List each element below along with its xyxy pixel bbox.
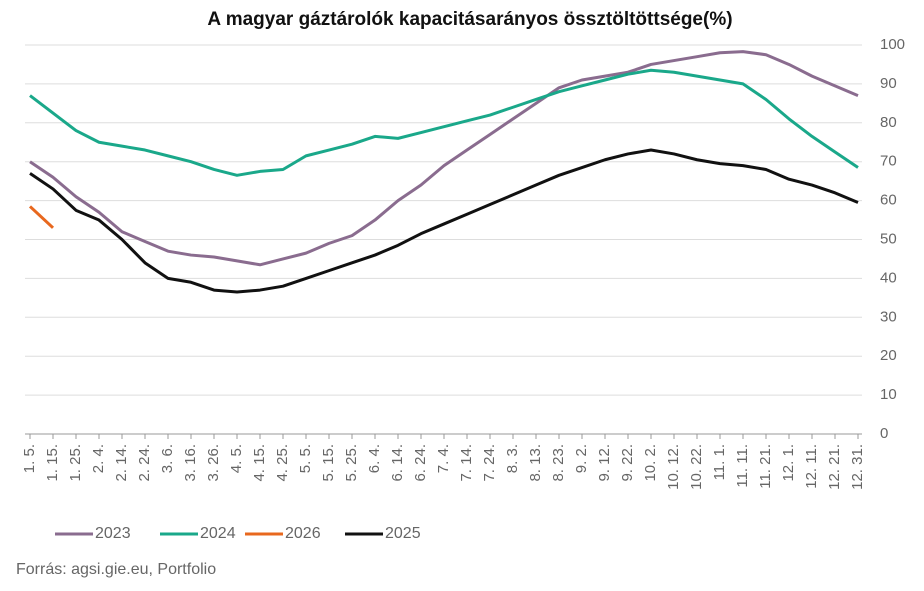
x-tick-label: 4. 15. xyxy=(251,444,268,482)
y-tick-label: 60 xyxy=(880,192,897,209)
x-tick-label: 10. 12. xyxy=(665,444,682,490)
x-tick-label: 8. 23. xyxy=(550,444,567,482)
series-line xyxy=(29,50,859,267)
x-tick-label: 8. 3. xyxy=(504,444,521,473)
x-tick-label: 11. 1. xyxy=(711,444,728,480)
x-tick-label: 2. 4. xyxy=(90,444,107,473)
x-tick-label: 2. 14. xyxy=(113,444,130,482)
x-tick-label: 7. 24. xyxy=(481,444,498,482)
y-tick-label: 0 xyxy=(880,425,888,442)
x-tick-label: 12. 21. xyxy=(826,444,843,490)
x-tick-label: 5. 15. xyxy=(320,444,337,482)
x-tick-label: 3. 16. xyxy=(182,444,199,482)
y-tick-label: 20 xyxy=(880,347,897,364)
x-tick-label: 6. 4. xyxy=(366,444,383,473)
y-tick-label: 10 xyxy=(880,386,897,403)
source: Forrás: agsi.gie.eu, Portfolio xyxy=(16,561,216,578)
y-tick-label: 30 xyxy=(880,308,897,325)
x-tick-label: 2. 24. xyxy=(136,444,153,482)
legend-label: 2024 xyxy=(200,525,236,542)
x-tick-label: 10. 2. xyxy=(642,444,659,482)
x-tick-label: 5. 5. xyxy=(297,444,314,473)
legend-label: 2026 xyxy=(285,525,321,542)
x-tick-label: 9. 12. xyxy=(596,444,613,482)
x-tick-label: 1. 25. xyxy=(67,444,84,482)
x-tick-label: 10. 22. xyxy=(688,444,705,490)
x-tick-label: 7. 14. xyxy=(458,444,475,482)
y-tick-label: 40 xyxy=(880,269,897,286)
x-tick-label: 5. 25. xyxy=(343,444,360,482)
x-tick-label: 12. 31. xyxy=(849,444,866,490)
x-tick-label: 9. 2. xyxy=(573,444,590,473)
y-tick-label: 100 xyxy=(880,36,905,53)
x-tick-label: 6. 24. xyxy=(412,444,429,482)
x-tick-label: 8. 13. xyxy=(527,444,544,482)
x-tick-label: 11. 21. xyxy=(757,444,774,489)
x-tick-label: 12. 11. xyxy=(803,444,820,489)
x-tick-label: 12. 1. xyxy=(780,444,797,482)
series-line xyxy=(28,205,55,229)
x-tick-label: 3. 26. xyxy=(205,444,222,482)
series-line xyxy=(29,68,859,177)
x-tick-label: 7. 4. xyxy=(435,444,452,473)
y-tick-label: 70 xyxy=(880,153,897,170)
x-tick-label: 11. 11. xyxy=(734,444,751,488)
x-tick-label: 1. 15. xyxy=(44,444,61,482)
x-tick-label: 6. 14. xyxy=(389,444,406,482)
y-tick-label: 50 xyxy=(880,230,897,247)
y-tick-label: 90 xyxy=(880,75,897,92)
y-tick-label: 80 xyxy=(880,114,897,131)
chart-title: A magyar gáztárolók kapacitásarányos öss… xyxy=(207,9,732,30)
legend-label: 2023 xyxy=(95,525,131,542)
x-tick-label: 1. 5. xyxy=(21,444,38,473)
series-line xyxy=(29,148,859,294)
legend-label: 2025 xyxy=(385,525,421,542)
x-tick-label: 3. 6. xyxy=(159,444,176,473)
x-tick-label: 4. 5. xyxy=(228,444,245,473)
x-tick-label: 9. 22. xyxy=(619,444,636,482)
x-tick-label: 4. 25. xyxy=(274,444,291,482)
